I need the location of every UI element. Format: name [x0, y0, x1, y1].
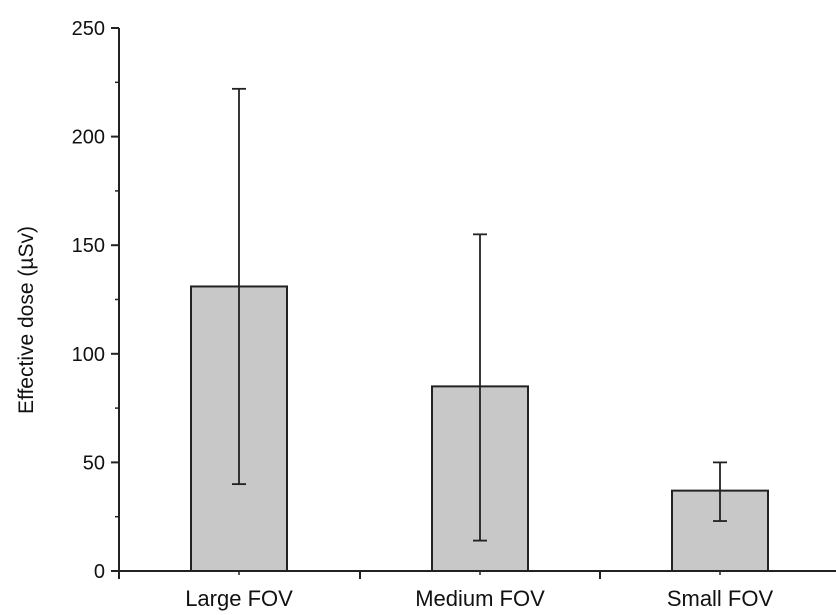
y-tick-label-50: 50: [83, 452, 105, 474]
y-axis-title: Effective dose (µSv): [15, 226, 38, 414]
y-tick-label-250: 250: [72, 18, 105, 40]
plot-area: 0 50 100 150 200 250 Large FOV Medium FOV Small …: [72, 18, 836, 611]
x-category-label-medium-fov: Medium FOV: [415, 586, 545, 611]
y-tick-label-150: 150: [72, 235, 105, 257]
x-category-label-small-fov: Small FOV: [667, 586, 774, 611]
x-category-label-large-fov: Large FOV: [185, 586, 293, 611]
y-tick-label-100: 100: [72, 344, 105, 366]
y-tick-label-0: 0: [94, 561, 105, 583]
y-tick-label-200: 200: [72, 127, 105, 149]
